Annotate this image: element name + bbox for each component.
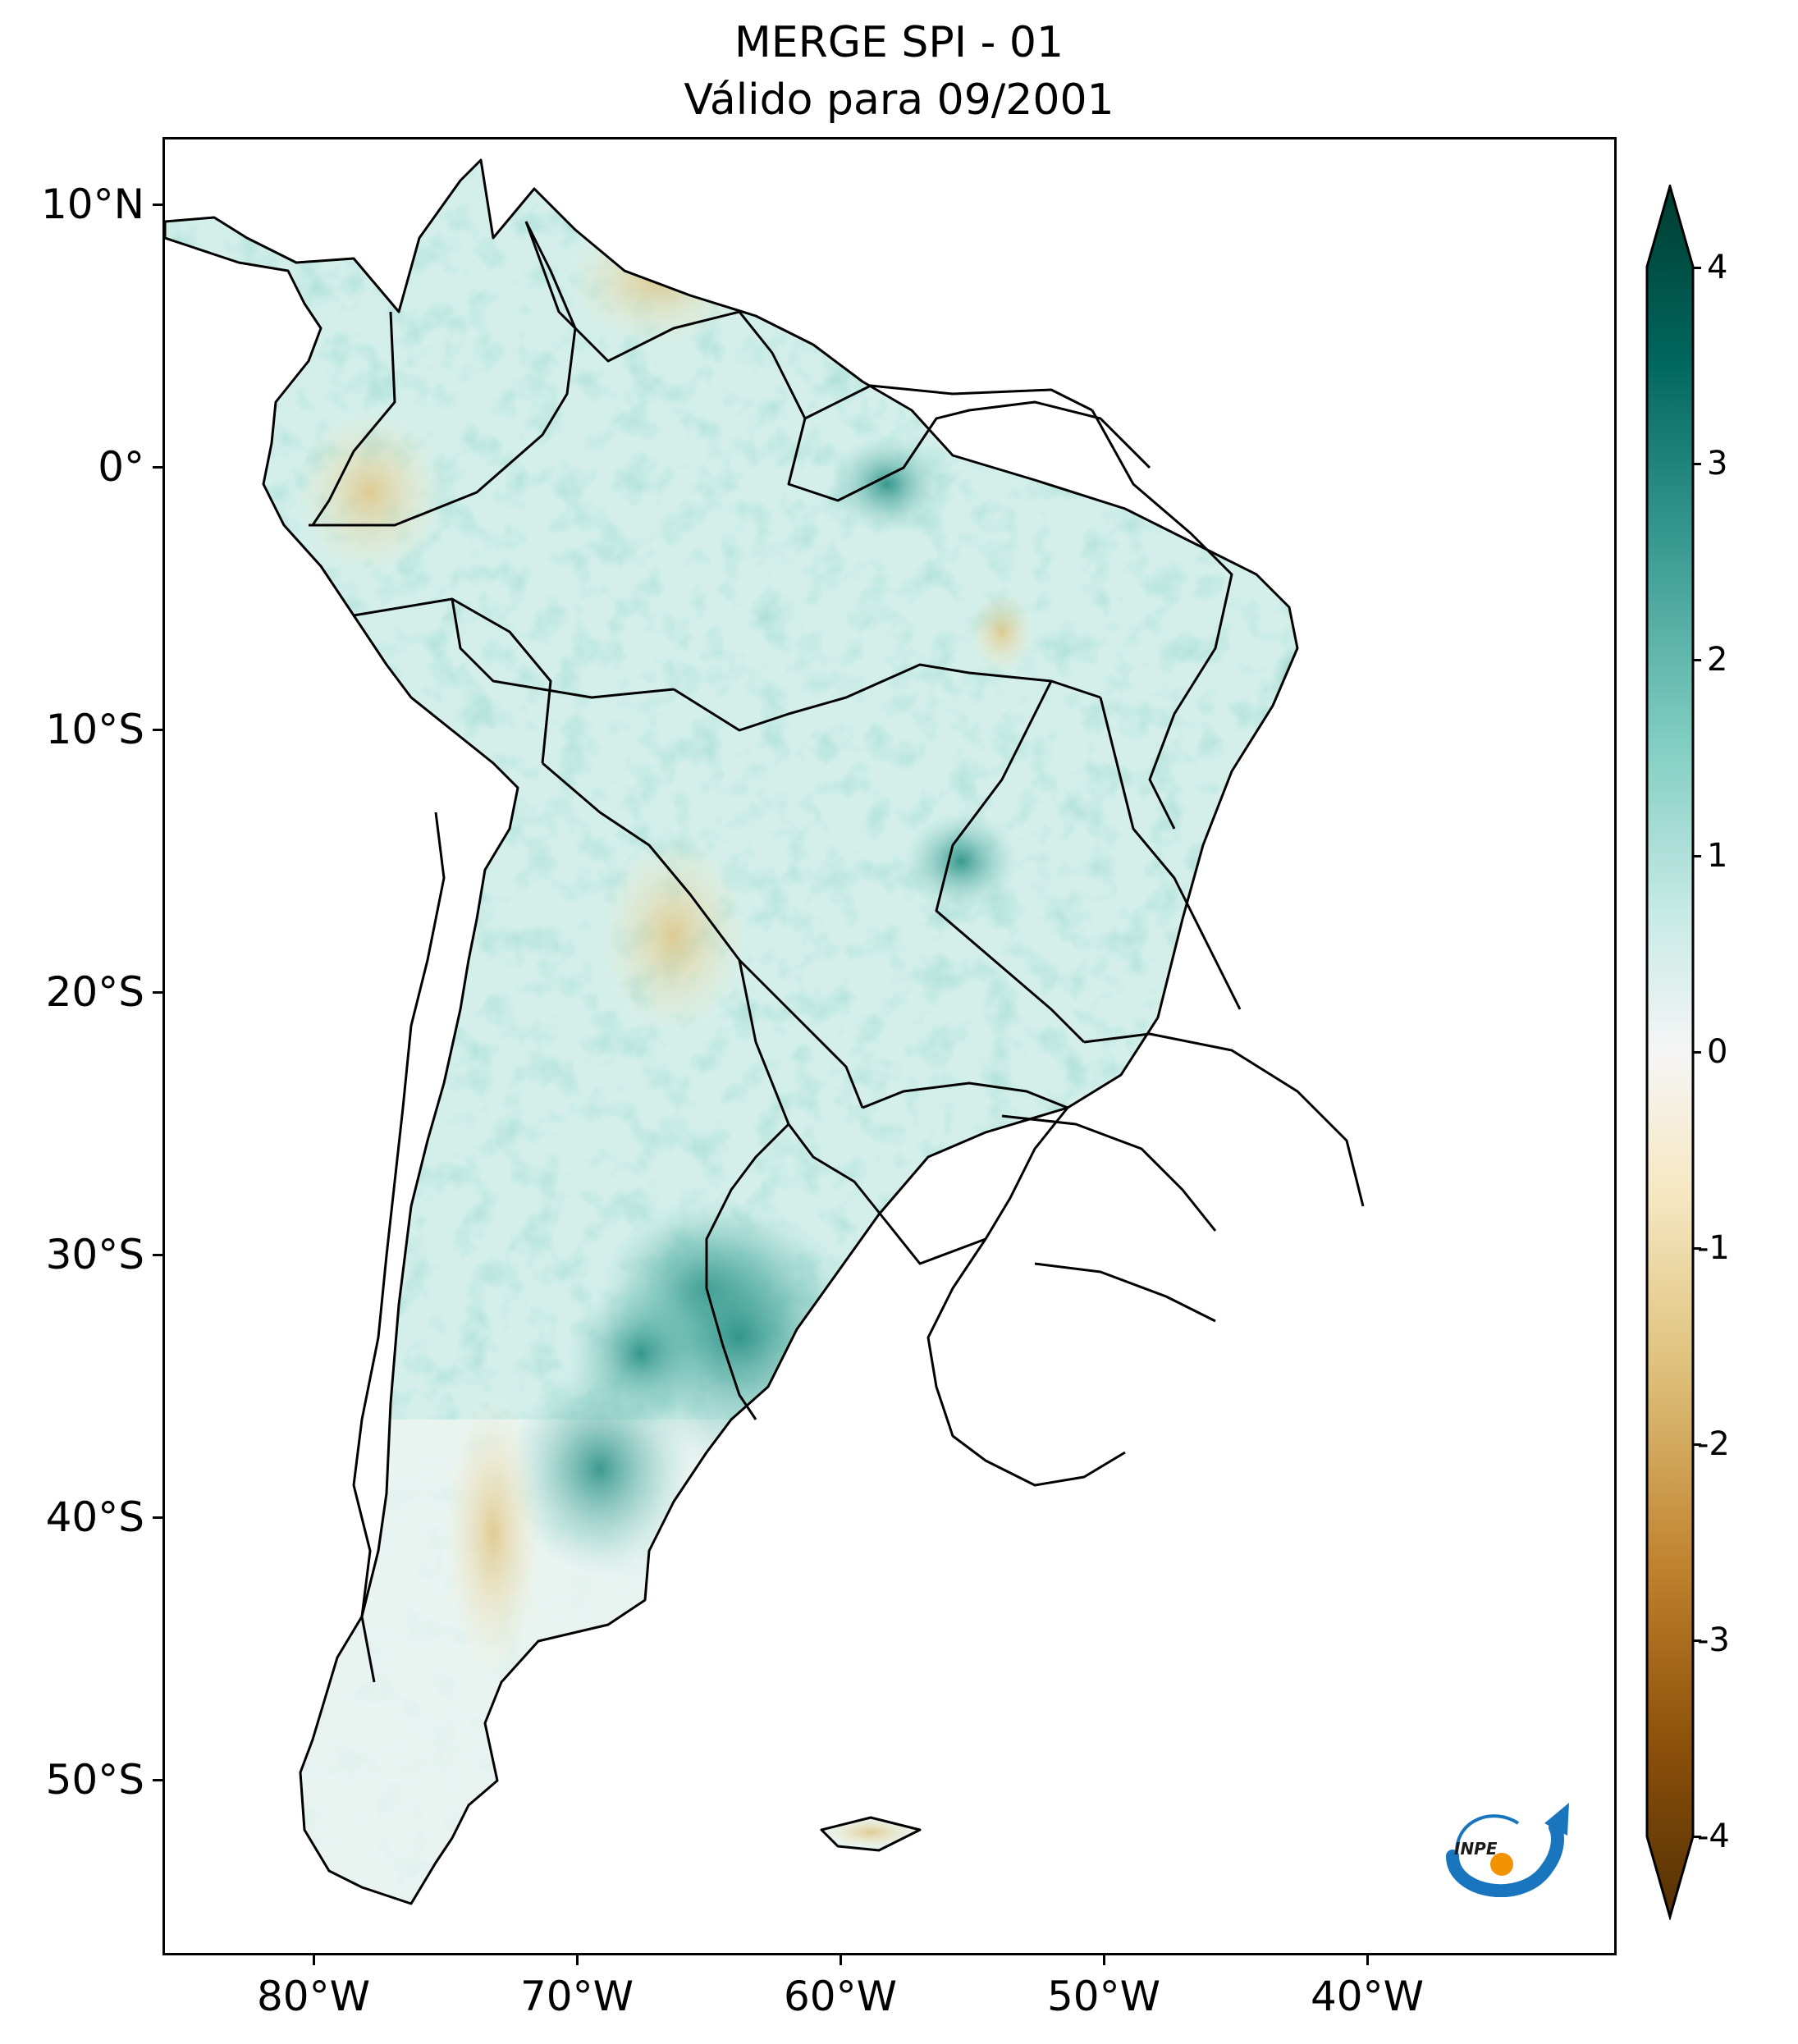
- lat-label-30s: 30°S: [45, 1231, 144, 1278]
- colorbar-body: [1645, 185, 1695, 1920]
- lon-label-70w: 70°W: [519, 1973, 634, 2020]
- colorbar-tick-2: 2: [1707, 641, 1728, 679]
- colorbar-tick-0: 0: [1707, 1033, 1728, 1071]
- lon-label-40w: 40°W: [1310, 1973, 1425, 2020]
- logo-swoosh: [1446, 1821, 1564, 1897]
- south-america-map: [165, 158, 1365, 1905]
- map-title: MERGE SPI - 01: [734, 18, 1064, 67]
- border-colombia: [309, 221, 577, 527]
- lon-label-60w: 60°W: [783, 1973, 898, 2020]
- border-chile-argentina: [352, 812, 446, 1683]
- logo-text: INPE: [1454, 1839, 1498, 1859]
- colorbar-tick-4: 4: [1707, 249, 1728, 286]
- border-amazonas-para: [673, 663, 1101, 732]
- colorbar-tick-minus3: -3: [1697, 1621, 1730, 1659]
- colorbar: [1645, 185, 1695, 1920]
- border-argentina-north: [705, 1123, 790, 1420]
- colorbar-tick-minus2: -2: [1697, 1425, 1730, 1463]
- lon-label-80w: 80°W: [256, 1973, 371, 2020]
- border-uruguay: [926, 1238, 1126, 1487]
- border-bolivia: [542, 761, 864, 1125]
- map-frame: [162, 137, 1617, 1955]
- colorbar-tick-minus1: -1: [1697, 1229, 1730, 1267]
- lat-label-40s: 40°S: [45, 1493, 144, 1541]
- border-venezuela-brazil: [524, 221, 1093, 420]
- border-brazil-states-1: [1099, 697, 1242, 1010]
- spi-field: [165, 160, 1297, 1904]
- border-peru-brazil: [353, 597, 675, 764]
- border-brazil-states-2: [935, 680, 1086, 1044]
- borders: [165, 158, 1365, 1905]
- border-guianas: [787, 400, 1151, 502]
- colorbar-tick-3: 3: [1707, 445, 1728, 482]
- colorbar-tick-1: 1: [1707, 837, 1728, 875]
- border-brazil-states-4: [1083, 1032, 1365, 1207]
- lon-label-50w: 50°W: [1046, 1973, 1161, 2020]
- lat-label-10s: 10°S: [45, 706, 144, 753]
- colorbar-tick-minus4: -4: [1697, 1818, 1730, 1855]
- logo-orbit-arc: [1455, 1814, 1520, 1853]
- lat-label-50s: 50°S: [45, 1756, 144, 1804]
- falklands-outline: [820, 1816, 922, 1852]
- border-brazil-south: [1001, 1114, 1217, 1323]
- inpe-logo: INPE: [1446, 1803, 1569, 1897]
- lat-label-10n: 10°N: [40, 181, 144, 228]
- border-brazil-states-3: [1091, 409, 1233, 830]
- logo-arrow-icon: [1544, 1803, 1569, 1836]
- lat-label-20s: 20°S: [45, 968, 144, 1016]
- border-paraguay: [787, 1081, 1069, 1265]
- map-subtitle: Válido para 09/2001: [684, 75, 1114, 125]
- logo-sun-icon: [1490, 1853, 1513, 1876]
- lat-label-0: 0°: [98, 443, 144, 491]
